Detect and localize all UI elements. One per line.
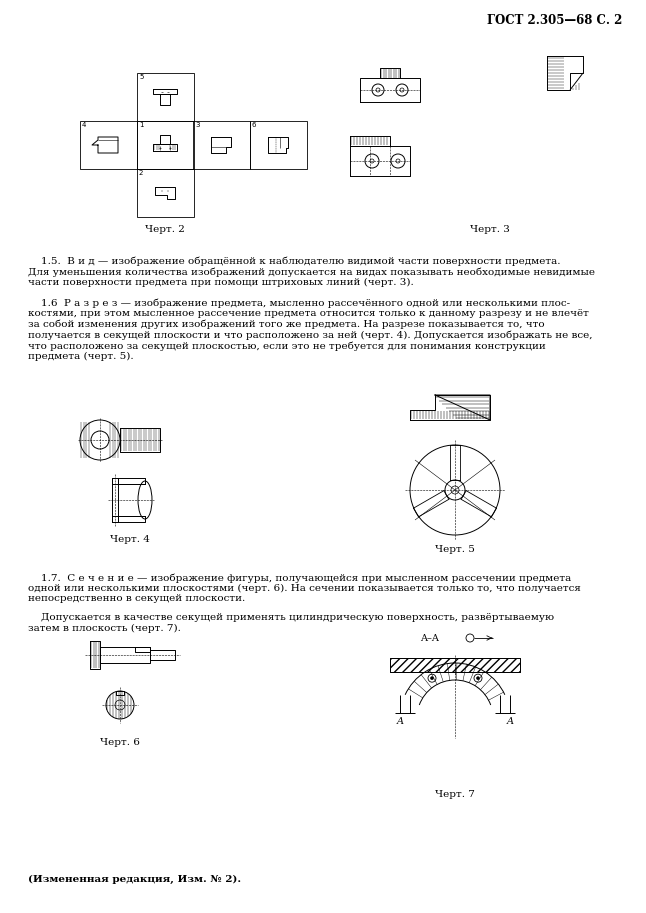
Bar <box>137 169 194 217</box>
Text: 1.5.  В и д — изображение обращённой к наблюдателю видимой части поверхности пре: 1.5. В и д — изображение обращённой к на… <box>28 256 595 287</box>
Bar <box>250 121 307 169</box>
Text: 2: 2 <box>139 170 143 176</box>
Text: Черт. 2: Черт. 2 <box>145 225 185 234</box>
Text: 5: 5 <box>139 74 143 80</box>
Text: Черт. 6: Черт. 6 <box>100 738 140 747</box>
Text: 4: 4 <box>82 122 87 128</box>
Text: 3: 3 <box>195 122 200 128</box>
Bar <box>390 658 520 672</box>
Text: Черт. 7: Черт. 7 <box>435 790 475 799</box>
Text: A: A <box>397 717 404 726</box>
Text: Черт. 3: Черт. 3 <box>470 225 510 234</box>
Circle shape <box>430 677 433 679</box>
Text: Черт. 4: Черт. 4 <box>110 535 150 544</box>
Text: 6: 6 <box>252 122 256 128</box>
Bar <box>80 121 137 169</box>
Text: Черт. 5: Черт. 5 <box>435 545 475 554</box>
Text: (Измененная редакция, Изм. № 2).: (Измененная редакция, Изм. № 2). <box>28 875 241 884</box>
Text: ГОСТ 2.305—68 С. 2: ГОСТ 2.305—68 С. 2 <box>486 14 622 27</box>
Bar <box>137 121 194 169</box>
Text: A–A: A–A <box>420 634 439 643</box>
Text: 1: 1 <box>139 122 143 128</box>
Circle shape <box>477 677 479 679</box>
Bar <box>137 73 194 121</box>
Text: 1.6  Р а з р е з — изображение предмета, мысленно рассечённого одной или несколь: 1.6 Р а з р е з — изображение предмета, … <box>28 298 592 362</box>
Bar <box>193 121 250 169</box>
Text: 1.7.  С е ч е н и е — изображение фигуры, получающейся при мысленном рассечении : 1.7. С е ч е н и е — изображение фигуры,… <box>28 573 581 603</box>
Text: Допускается в качестве секущей применять цилиндрическую поверхность, развёртывае: Допускается в качестве секущей применять… <box>28 613 554 633</box>
Bar <box>390 658 520 672</box>
Text: A: A <box>506 717 514 726</box>
